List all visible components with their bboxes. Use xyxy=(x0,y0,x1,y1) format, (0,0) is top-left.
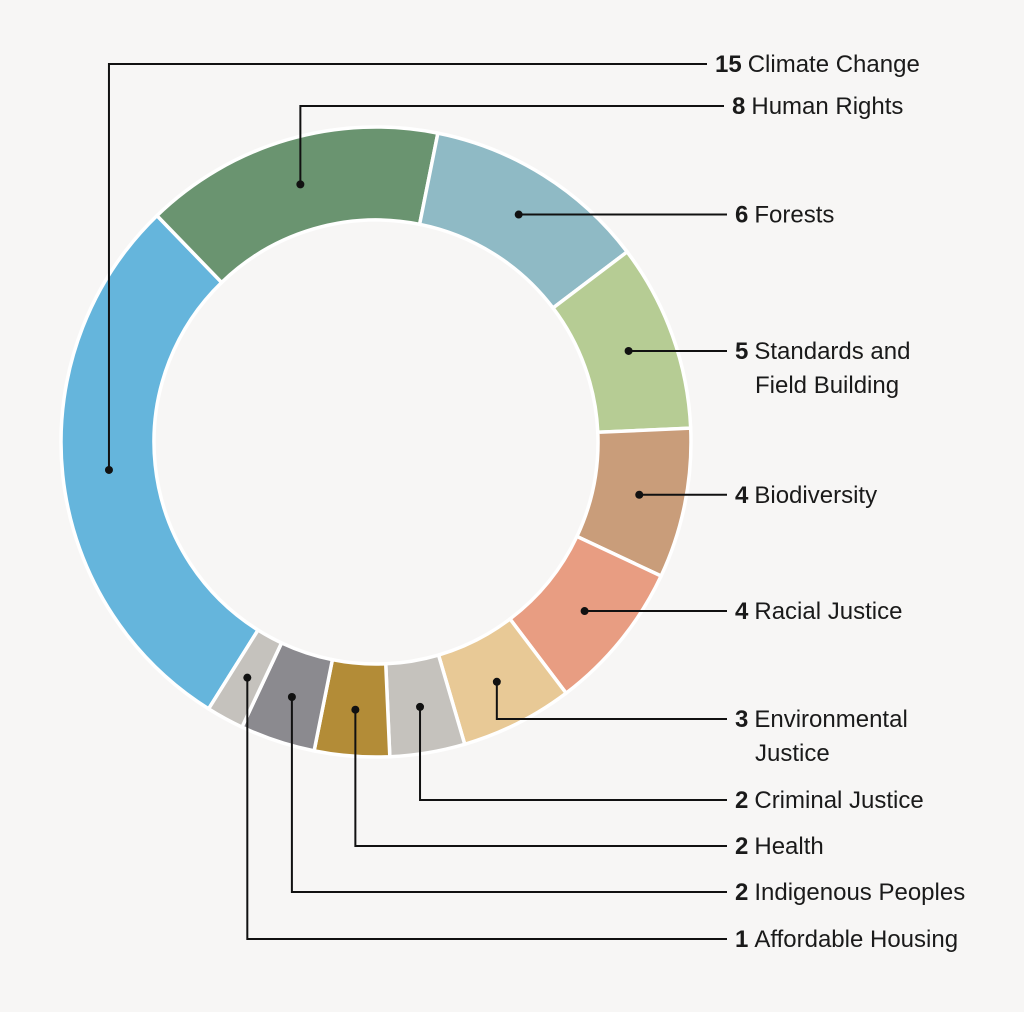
label-forests: 6 Forests xyxy=(735,202,834,229)
leader-line-indigenous-peoples xyxy=(290,696,727,893)
leader-line-environmental-justice xyxy=(495,681,727,720)
label-criminal-justice: 2 Criminal Justice xyxy=(735,787,924,814)
label-text: Forests xyxy=(754,202,834,229)
label-human-rights: 8 Human Rights xyxy=(732,93,903,120)
leader-line-criminal-justice xyxy=(419,706,727,801)
label-value: 3 xyxy=(735,706,748,733)
slice-human-rights xyxy=(154,125,440,285)
label-text: Biodiversity xyxy=(754,482,877,509)
label-text: Criminal Justice xyxy=(754,787,923,814)
label-value: 15 xyxy=(715,51,742,78)
label-text: Field Building xyxy=(755,372,899,399)
label-indigenous-peoples: 2 Indigenous Peoples xyxy=(735,879,965,906)
label-value: 4 xyxy=(735,598,749,625)
label-value: 2 xyxy=(735,833,748,860)
label-text: Human Rights xyxy=(751,93,903,120)
label-affordable-housing: 1 Affordable Housing xyxy=(735,926,958,953)
label-biodiversity: 4 Biodiversity xyxy=(735,482,877,509)
label-text: Racial Justice xyxy=(754,598,902,625)
label-value: 4 xyxy=(735,482,749,509)
label-text: Justice xyxy=(755,740,830,767)
label-text: Indigenous Peoples xyxy=(754,879,965,906)
label-text: Standards and xyxy=(754,338,910,365)
slice-climate-change xyxy=(59,213,261,712)
label-value: 2 xyxy=(735,787,748,814)
label-standards-and-field-building: 5 Standards and Field Building xyxy=(735,338,910,399)
donut-segments xyxy=(59,125,693,759)
label-environmental-justice: 3 Environmental Justice xyxy=(735,706,908,767)
label-text: Affordable Housing xyxy=(754,926,958,953)
label-value: 8 xyxy=(732,93,745,120)
label-text: Environmental xyxy=(754,706,907,733)
label-text: Climate Change xyxy=(748,51,920,78)
leader-lines xyxy=(104,63,727,940)
leader-line-affordable-housing xyxy=(246,677,727,940)
leader-line-health xyxy=(354,709,727,847)
label-text: Health xyxy=(754,833,823,860)
label-value: 2 xyxy=(735,879,748,906)
leader-line-climate-change xyxy=(107,63,707,470)
label-health: 2 Health xyxy=(735,833,824,860)
label-value: 6 xyxy=(735,202,748,229)
leader-line-human-rights xyxy=(299,105,724,185)
label-racial-justice: 4 Racial Justice xyxy=(735,598,902,625)
label-value: 5 xyxy=(735,338,748,365)
label-value: 1 xyxy=(735,926,748,953)
label-climate-change: 15 Climate Change xyxy=(715,51,920,78)
